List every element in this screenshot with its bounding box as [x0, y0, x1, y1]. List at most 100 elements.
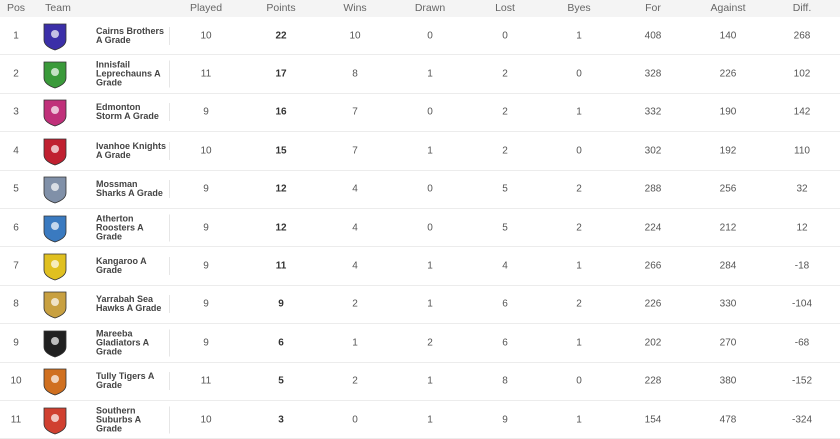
cell-pos: 4	[13, 145, 19, 157]
cell-played: 9	[203, 260, 209, 272]
cell-against: 478	[719, 414, 737, 426]
cell-lost: 9	[502, 414, 508, 426]
cell-drawn: 1	[427, 298, 433, 310]
table-row[interactable]: 2 11 17 8 1 2 0 328 226 102 Innisfail Leprechauns …	[0, 55, 840, 94]
cell-lost: 2	[502, 145, 508, 157]
team-logo[interactable]	[40, 96, 70, 128]
cell-byes: 0	[576, 375, 582, 387]
cell-pos: 11	[10, 414, 22, 426]
team-logo[interactable]	[40, 173, 70, 205]
team-logo[interactable]	[40, 365, 70, 397]
team-name-link[interactable]: Kangaroo A Grade	[96, 257, 170, 276]
ladder-table: 1 10 22 10 0 0 1 408 140 268 Cairns Brothers A Gra…	[0, 17, 840, 439]
team-logo[interactable]	[40, 20, 70, 52]
team-name-link[interactable]: Edmonton Storm A Grade	[96, 103, 170, 122]
cell-wins: 1	[352, 337, 358, 349]
cell-pos: 10	[10, 375, 22, 387]
cell-lost: 0	[502, 30, 508, 42]
cell-for: 328	[644, 68, 662, 80]
cell-wins: 8	[352, 68, 358, 80]
cell-wins: 4	[352, 222, 358, 234]
team-name-link[interactable]: Mareeba Gladiators A Grade	[96, 329, 170, 357]
cell-byes: 1	[576, 30, 582, 42]
table-row[interactable]: 3 9 16 7 0 2 1 332 190 142 Edmonton Storm A Grade	[0, 94, 840, 133]
header-for: For	[645, 2, 661, 14]
cell-played: 10	[200, 414, 212, 426]
cell-drawn: 0	[427, 30, 433, 42]
table-row[interactable]: 11 10 3 0 1 9 1 154 478 -324 Southern Suburbs A Gr…	[0, 401, 840, 439]
cell-diff: -68	[794, 337, 810, 349]
cell-drawn: 1	[427, 145, 433, 157]
cell-played: 9	[203, 222, 209, 234]
cell-byes: 2	[576, 222, 582, 234]
header-wins: Wins	[343, 2, 367, 14]
cell-points: 15	[275, 145, 287, 157]
cell-lost: 6	[502, 298, 508, 310]
cell-pos: 5	[13, 183, 19, 195]
header-lost: Lost	[495, 2, 515, 14]
cell-points: 22	[275, 30, 287, 42]
team-logo[interactable]	[40, 250, 70, 282]
team-name-link[interactable]: Atherton Roosters A Grade	[96, 214, 170, 242]
cell-drawn: 2	[427, 337, 433, 349]
team-name-link[interactable]: Mossman Sharks A Grade	[96, 180, 170, 199]
team-logo[interactable]	[40, 58, 70, 90]
cell-points: 5	[278, 375, 284, 387]
cell-diff: 110	[794, 145, 810, 157]
cell-drawn: 0	[427, 106, 433, 118]
team-name-link[interactable]: Yarrabah Sea Hawks A Grade	[96, 295, 170, 314]
table-row[interactable]: 8 9 9 2 1 6 2 226 330 -104 Yarrabah Sea Hawks A Gr…	[0, 286, 840, 325]
cell-lost: 8	[502, 375, 508, 387]
team-logo[interactable]	[40, 135, 70, 167]
team-name-link[interactable]: Ivanhoe Knights A Grade	[96, 141, 170, 160]
table-row[interactable]: 10 11 5 2 1 8 0 228 380 -152 Tully Tigers A Grade	[0, 363, 840, 401]
cell-drawn: 1	[427, 375, 433, 387]
cell-pos: 9	[13, 337, 19, 349]
table-row[interactable]: 4 10 15 7 1 2 0 302 192 110 Ivanhoe Knights A Grad…	[0, 132, 840, 171]
cell-pos: 7	[13, 260, 19, 272]
header-team: Team	[45, 2, 71, 14]
cell-pos: 6	[13, 222, 19, 234]
cell-played: 11	[200, 375, 212, 387]
cell-wins: 0	[352, 414, 358, 426]
team-logo[interactable]	[40, 327, 70, 359]
cell-drawn: 0	[427, 222, 433, 234]
cell-points: 12	[275, 183, 287, 195]
cell-byes: 1	[576, 106, 582, 118]
team-name-link[interactable]: Innisfail Leprechauns A Grade	[96, 60, 170, 88]
table-row[interactable]: 6 9 12 4 0 5 2 224 212 12 Atherton Roosters A Grad…	[0, 209, 840, 248]
cell-wins: 2	[352, 298, 358, 310]
cell-pos: 1	[13, 30, 19, 42]
table-row[interactable]: 7 9 11 4 1 4 1 266 284 -18 Kangaroo A Grade	[0, 247, 840, 286]
team-logo[interactable]	[40, 404, 70, 436]
cell-against: 140	[719, 30, 737, 42]
cell-lost: 5	[502, 222, 508, 234]
cell-wins: 4	[352, 260, 358, 272]
header-drawn: Drawn	[414, 2, 446, 14]
cell-lost: 4	[502, 260, 508, 272]
cell-against: 256	[719, 183, 737, 195]
cell-lost: 5	[502, 183, 508, 195]
cell-points: 6	[278, 337, 284, 349]
team-logo[interactable]	[40, 212, 70, 244]
team-logo[interactable]	[40, 288, 70, 320]
cell-byes: 1	[576, 414, 582, 426]
cell-byes: 2	[576, 183, 582, 195]
header-pos: Pos	[6, 2, 26, 14]
cell-against: 270	[719, 337, 737, 349]
cell-diff: -104	[791, 298, 813, 310]
team-name-link[interactable]: Tully Tigers A Grade	[96, 372, 170, 391]
team-name-link[interactable]: Southern Suburbs A Grade	[96, 406, 170, 434]
cell-points: 17	[275, 68, 287, 80]
cell-against: 380	[719, 375, 737, 387]
cell-wins: 7	[352, 145, 358, 157]
cell-diff: 102	[793, 68, 811, 80]
cell-diff: -324	[791, 414, 813, 426]
cell-points: 16	[275, 106, 287, 118]
cell-pos: 3	[13, 106, 19, 118]
cell-byes: 0	[576, 145, 582, 157]
table-row[interactable]: 1 10 22 10 0 0 1 408 140 268 Cairns Brothers A Gra…	[0, 17, 840, 56]
table-row[interactable]: 5 9 12 4 0 5 2 288 256 32 Mossman Sharks A Grade	[0, 171, 840, 209]
team-name-link[interactable]: Cairns Brothers A Grade	[96, 26, 170, 45]
table-row[interactable]: 9 9 6 1 2 6 1 202 270 -68 Mareeba Gladiators A Gra…	[0, 324, 840, 363]
